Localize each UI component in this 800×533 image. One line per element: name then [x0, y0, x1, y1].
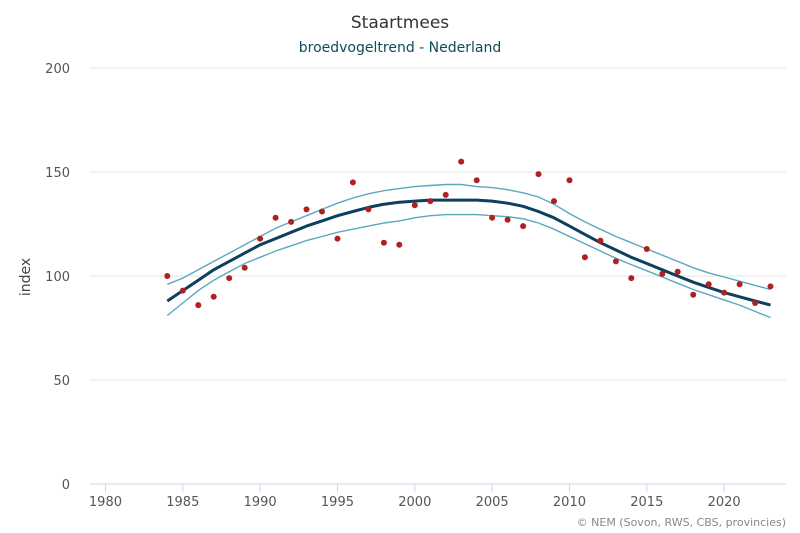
data-point — [674, 268, 681, 275]
x-tick-label: 2000 — [398, 495, 431, 510]
trend-path — [166, 198, 771, 307]
data-point — [551, 198, 557, 205]
y-tick-label: 50 — [53, 374, 70, 389]
data-point — [721, 289, 728, 296]
data-point — [705, 281, 712, 288]
data-point — [303, 206, 310, 213]
data-point — [319, 208, 325, 215]
data-point — [690, 291, 697, 298]
data-point — [272, 214, 279, 221]
data-point — [210, 293, 217, 300]
chart-subtitle: broedvogeltrend - Nederland — [299, 40, 501, 56]
credits: © NEM (Sovon, RWS, CBS, provincies) — [577, 516, 786, 529]
chart-title: Staartmees — [351, 13, 449, 33]
data-point — [442, 191, 449, 198]
data-point — [628, 275, 635, 282]
data-point — [257, 235, 264, 242]
data-point — [597, 237, 604, 244]
data-point — [164, 273, 171, 279]
data-point — [520, 223, 527, 230]
data-point — [736, 281, 743, 288]
data-point — [334, 235, 341, 242]
data-point — [489, 214, 496, 221]
y-tick-label: 100 — [45, 270, 70, 285]
x-tick-label: 2010 — [553, 495, 586, 510]
data-point — [179, 287, 186, 294]
data-point — [241, 264, 248, 271]
x-tick-label: 1980 — [89, 495, 122, 510]
data-point — [581, 254, 588, 261]
confidence-lines — [166, 183, 771, 319]
data-point — [752, 300, 759, 306]
y-axis-label: index — [18, 258, 34, 296]
x-axis: 1980 1985 1990 1995 2000 2005 2010 2015 2020 — [89, 483, 786, 510]
data-point — [427, 198, 434, 205]
data-point — [396, 241, 403, 248]
data-point — [535, 171, 542, 178]
data-point — [504, 216, 511, 223]
data-point — [458, 158, 465, 165]
data-point — [226, 275, 233, 282]
x-tick-label: 2015 — [630, 495, 663, 510]
y-tick-label: 150 — [45, 166, 70, 181]
data-point — [659, 270, 666, 277]
data-point — [380, 239, 387, 246]
x-tick-label: 1990 — [244, 495, 277, 510]
y-tick-label: 0 — [62, 478, 70, 493]
x-tick-label: 2005 — [476, 495, 509, 510]
data-point — [566, 177, 573, 184]
x-tick-label: 1995 — [321, 495, 354, 510]
data-point — [643, 246, 650, 252]
data-point — [365, 206, 372, 213]
data-point — [612, 258, 619, 265]
observed-points — [164, 158, 774, 309]
grid-lines — [90, 67, 786, 381]
data-point — [767, 283, 774, 290]
data-point — [411, 202, 418, 209]
data-point — [288, 218, 295, 225]
y-tick-label: 200 — [45, 62, 70, 77]
data-point — [473, 177, 480, 184]
x-tick-label: 2020 — [708, 495, 741, 510]
x-tick-label: 1985 — [166, 495, 199, 510]
lower-bound-line — [166, 213, 771, 319]
trend-line — [166, 198, 771, 307]
upper-bound-line — [167, 183, 771, 291]
y-axis-ticks: 0 50 100 150 200 — [45, 62, 70, 493]
data-point — [349, 179, 356, 186]
data-point — [195, 302, 202, 309]
